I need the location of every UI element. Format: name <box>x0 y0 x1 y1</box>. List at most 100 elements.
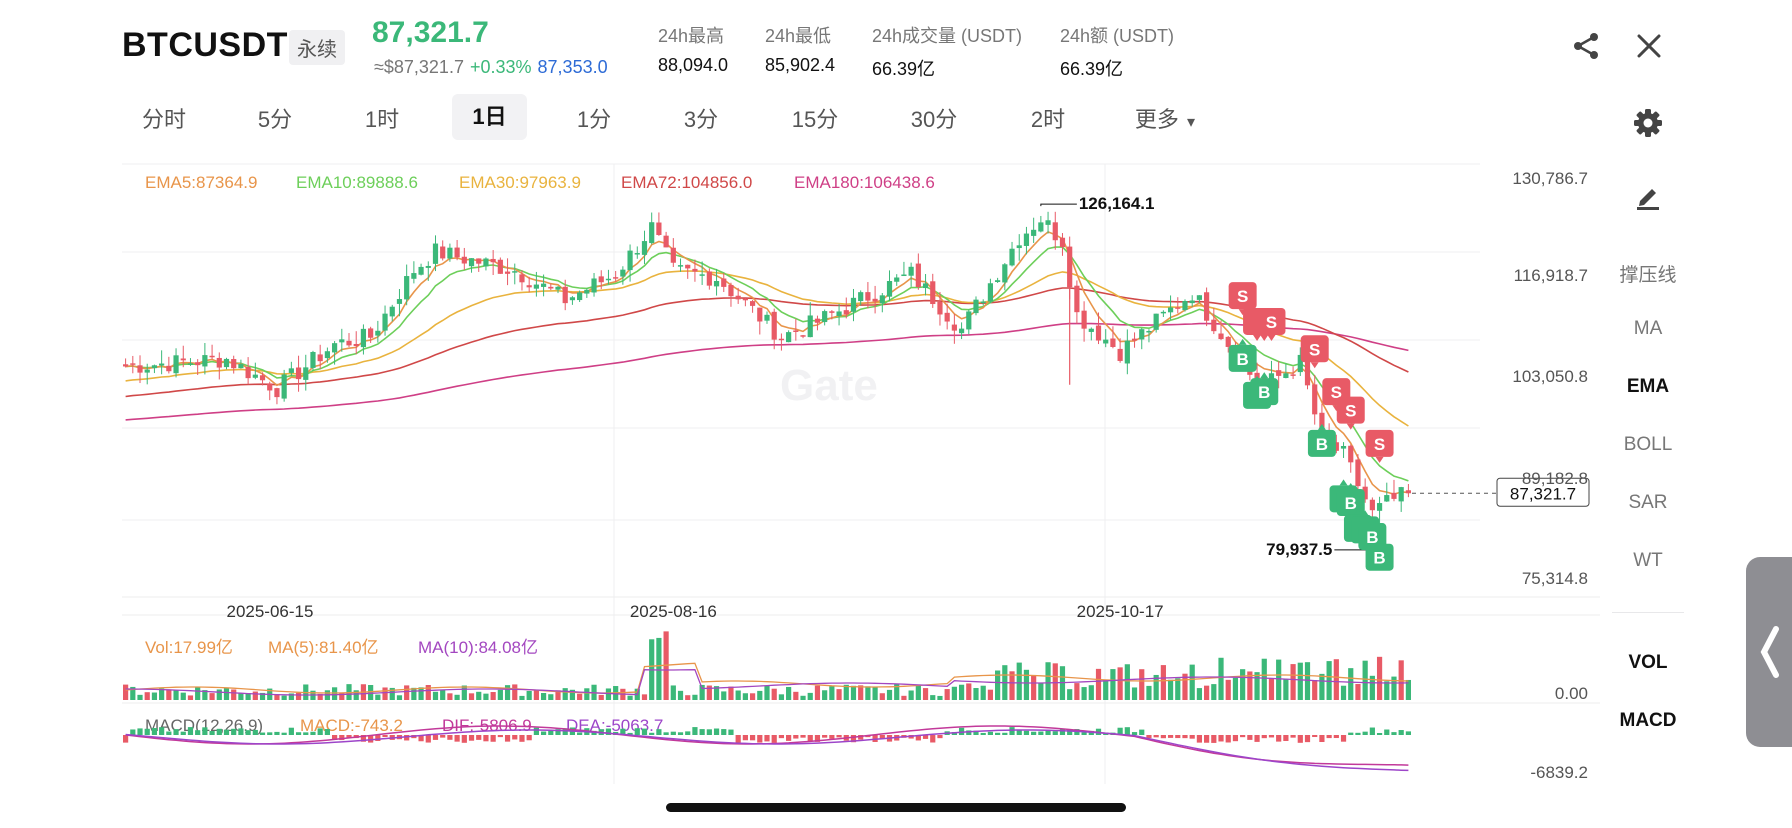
macd-bar <box>346 735 352 738</box>
tab-timeframe-fenshi[interactable]: 分时 <box>141 107 186 132</box>
candle-body <box>1369 499 1375 511</box>
tab-timeframe-30m[interactable]: 30分 <box>910 107 958 132</box>
candle-body <box>1110 338 1116 347</box>
candle-body <box>577 292 583 301</box>
tab-timeframe-more[interactable]: 更多 ▾ <box>1110 100 1220 140</box>
side-drawer-handle[interactable] <box>1746 557 1792 747</box>
volume-bar <box>1326 661 1332 700</box>
candle-body <box>1376 503 1383 511</box>
candle-body <box>195 362 201 366</box>
tab-timeframe-5m[interactable]: 5分 <box>257 107 293 132</box>
tab-timeframe-15m[interactable]: 15分 <box>791 107 839 132</box>
volume-bar <box>605 688 612 700</box>
candle-body <box>123 364 129 367</box>
sidebar-item-boll[interactable]: BOLL <box>1623 434 1673 455</box>
macd-bar <box>605 728 612 735</box>
macd-bar <box>1312 735 1318 738</box>
chevron-down-icon: ▾ <box>1187 114 1196 131</box>
macd-bar <box>1362 731 1368 735</box>
pen-icon[interactable] <box>1631 178 1665 212</box>
macd-bar <box>915 735 921 741</box>
gear-icon[interactable] <box>1631 106 1665 140</box>
candle-body <box>252 374 258 378</box>
volume-bar <box>497 689 503 700</box>
macd-bar <box>382 735 388 738</box>
signal-badge <box>1365 543 1394 571</box>
tab-timeframe-3m[interactable]: 3分 <box>683 107 719 132</box>
volume-bar <box>1297 662 1303 700</box>
tab-timeframe-2h[interactable]: 2时 <box>1030 107 1066 132</box>
volume-bar <box>973 688 979 700</box>
macd-bar <box>937 735 943 739</box>
symbol-title[interactable]: BTCUSDT <box>122 26 288 64</box>
macd-bar <box>793 735 799 739</box>
close-icon[interactable] <box>1632 29 1666 63</box>
macd-bar <box>786 735 792 741</box>
candle-body <box>1052 222 1058 241</box>
volume-bar <box>1218 657 1224 700</box>
candle-body <box>598 276 604 283</box>
signal-label: B <box>1373 549 1385 568</box>
high-marker-label: 126,164.1 <box>1079 194 1155 213</box>
volume-axis-tick: 0.00 <box>1555 684 1588 703</box>
volume-bar <box>548 694 554 700</box>
sidebar-item-ema[interactable]: EMA <box>1626 376 1670 397</box>
macd-bar <box>252 729 258 735</box>
macd-bar <box>829 735 835 739</box>
signal-pointer <box>1339 479 1348 486</box>
sidebar-item-vol[interactable]: VOL <box>1628 652 1668 673</box>
last-price-label: 87,321.7 <box>1510 484 1576 503</box>
macd-bar <box>1204 735 1210 743</box>
candle-body <box>886 281 893 297</box>
macd-bar <box>245 730 251 735</box>
candle-body <box>1312 384 1318 415</box>
volume-bar <box>1240 669 1246 700</box>
sidebar-item-ma[interactable]: MA <box>1633 318 1663 339</box>
macd-histogram <box>123 727 1411 743</box>
volume-bar <box>1081 687 1087 700</box>
x-axis-tick: 2025-10-17 <box>1077 602 1164 621</box>
candle-body <box>238 364 244 369</box>
volume-bar <box>1362 660 1368 700</box>
trade-signal-s: S <box>1365 429 1394 463</box>
volume-bar <box>123 684 129 700</box>
candle-body <box>1348 445 1354 463</box>
candle-body <box>368 328 374 338</box>
signal-badge <box>1336 396 1365 424</box>
sidebar-item-sar[interactable]: SAR <box>1628 492 1668 513</box>
candle-body <box>958 328 965 334</box>
macd-bar <box>1240 735 1246 738</box>
candle-body <box>281 374 287 399</box>
y-axis-tick: 116,918.7 <box>1514 266 1588 285</box>
tab-timeframe-1d[interactable]: 1日 <box>452 94 527 140</box>
volume-bar <box>951 686 957 700</box>
candle-body <box>1297 354 1303 373</box>
volume-bar <box>858 685 864 700</box>
candle-body <box>331 343 338 353</box>
macd-bar <box>1376 732 1383 735</box>
sidebar-item-wt[interactable]: WT <box>1633 550 1663 571</box>
candle-body <box>1117 348 1123 361</box>
volume-bar <box>814 685 821 700</box>
sidebar-item-macd[interactable]: MACD <box>1619 710 1677 731</box>
volume-bar <box>1225 679 1231 700</box>
macd-bar <box>800 735 806 738</box>
tab-timeframe-1h[interactable]: 1时 <box>364 107 400 132</box>
candle-body <box>1023 233 1030 246</box>
volume-bar <box>836 689 842 700</box>
candle-body <box>1045 220 1051 225</box>
signal-badge <box>1228 282 1257 310</box>
macd-bar <box>562 728 568 735</box>
volume-bar <box>1283 678 1289 700</box>
share-icon[interactable] <box>1569 29 1603 63</box>
candle-body <box>1384 495 1390 502</box>
price-chart[interactable]: Gate126,164.179,937.5SSSSSSSSBBBBBBBBBB8… <box>0 150 1600 790</box>
volume-bar <box>151 692 158 700</box>
high-marker-line <box>1040 203 1077 207</box>
tab-timeframe-1min[interactable]: 1分 <box>576 107 612 132</box>
sidebar-item-support-resistance[interactable]: 撑压线 <box>1619 265 1677 286</box>
macd-bar <box>476 735 482 740</box>
candle-body <box>843 310 849 315</box>
macd-bar <box>966 730 972 735</box>
signal-label: B <box>1316 435 1328 454</box>
